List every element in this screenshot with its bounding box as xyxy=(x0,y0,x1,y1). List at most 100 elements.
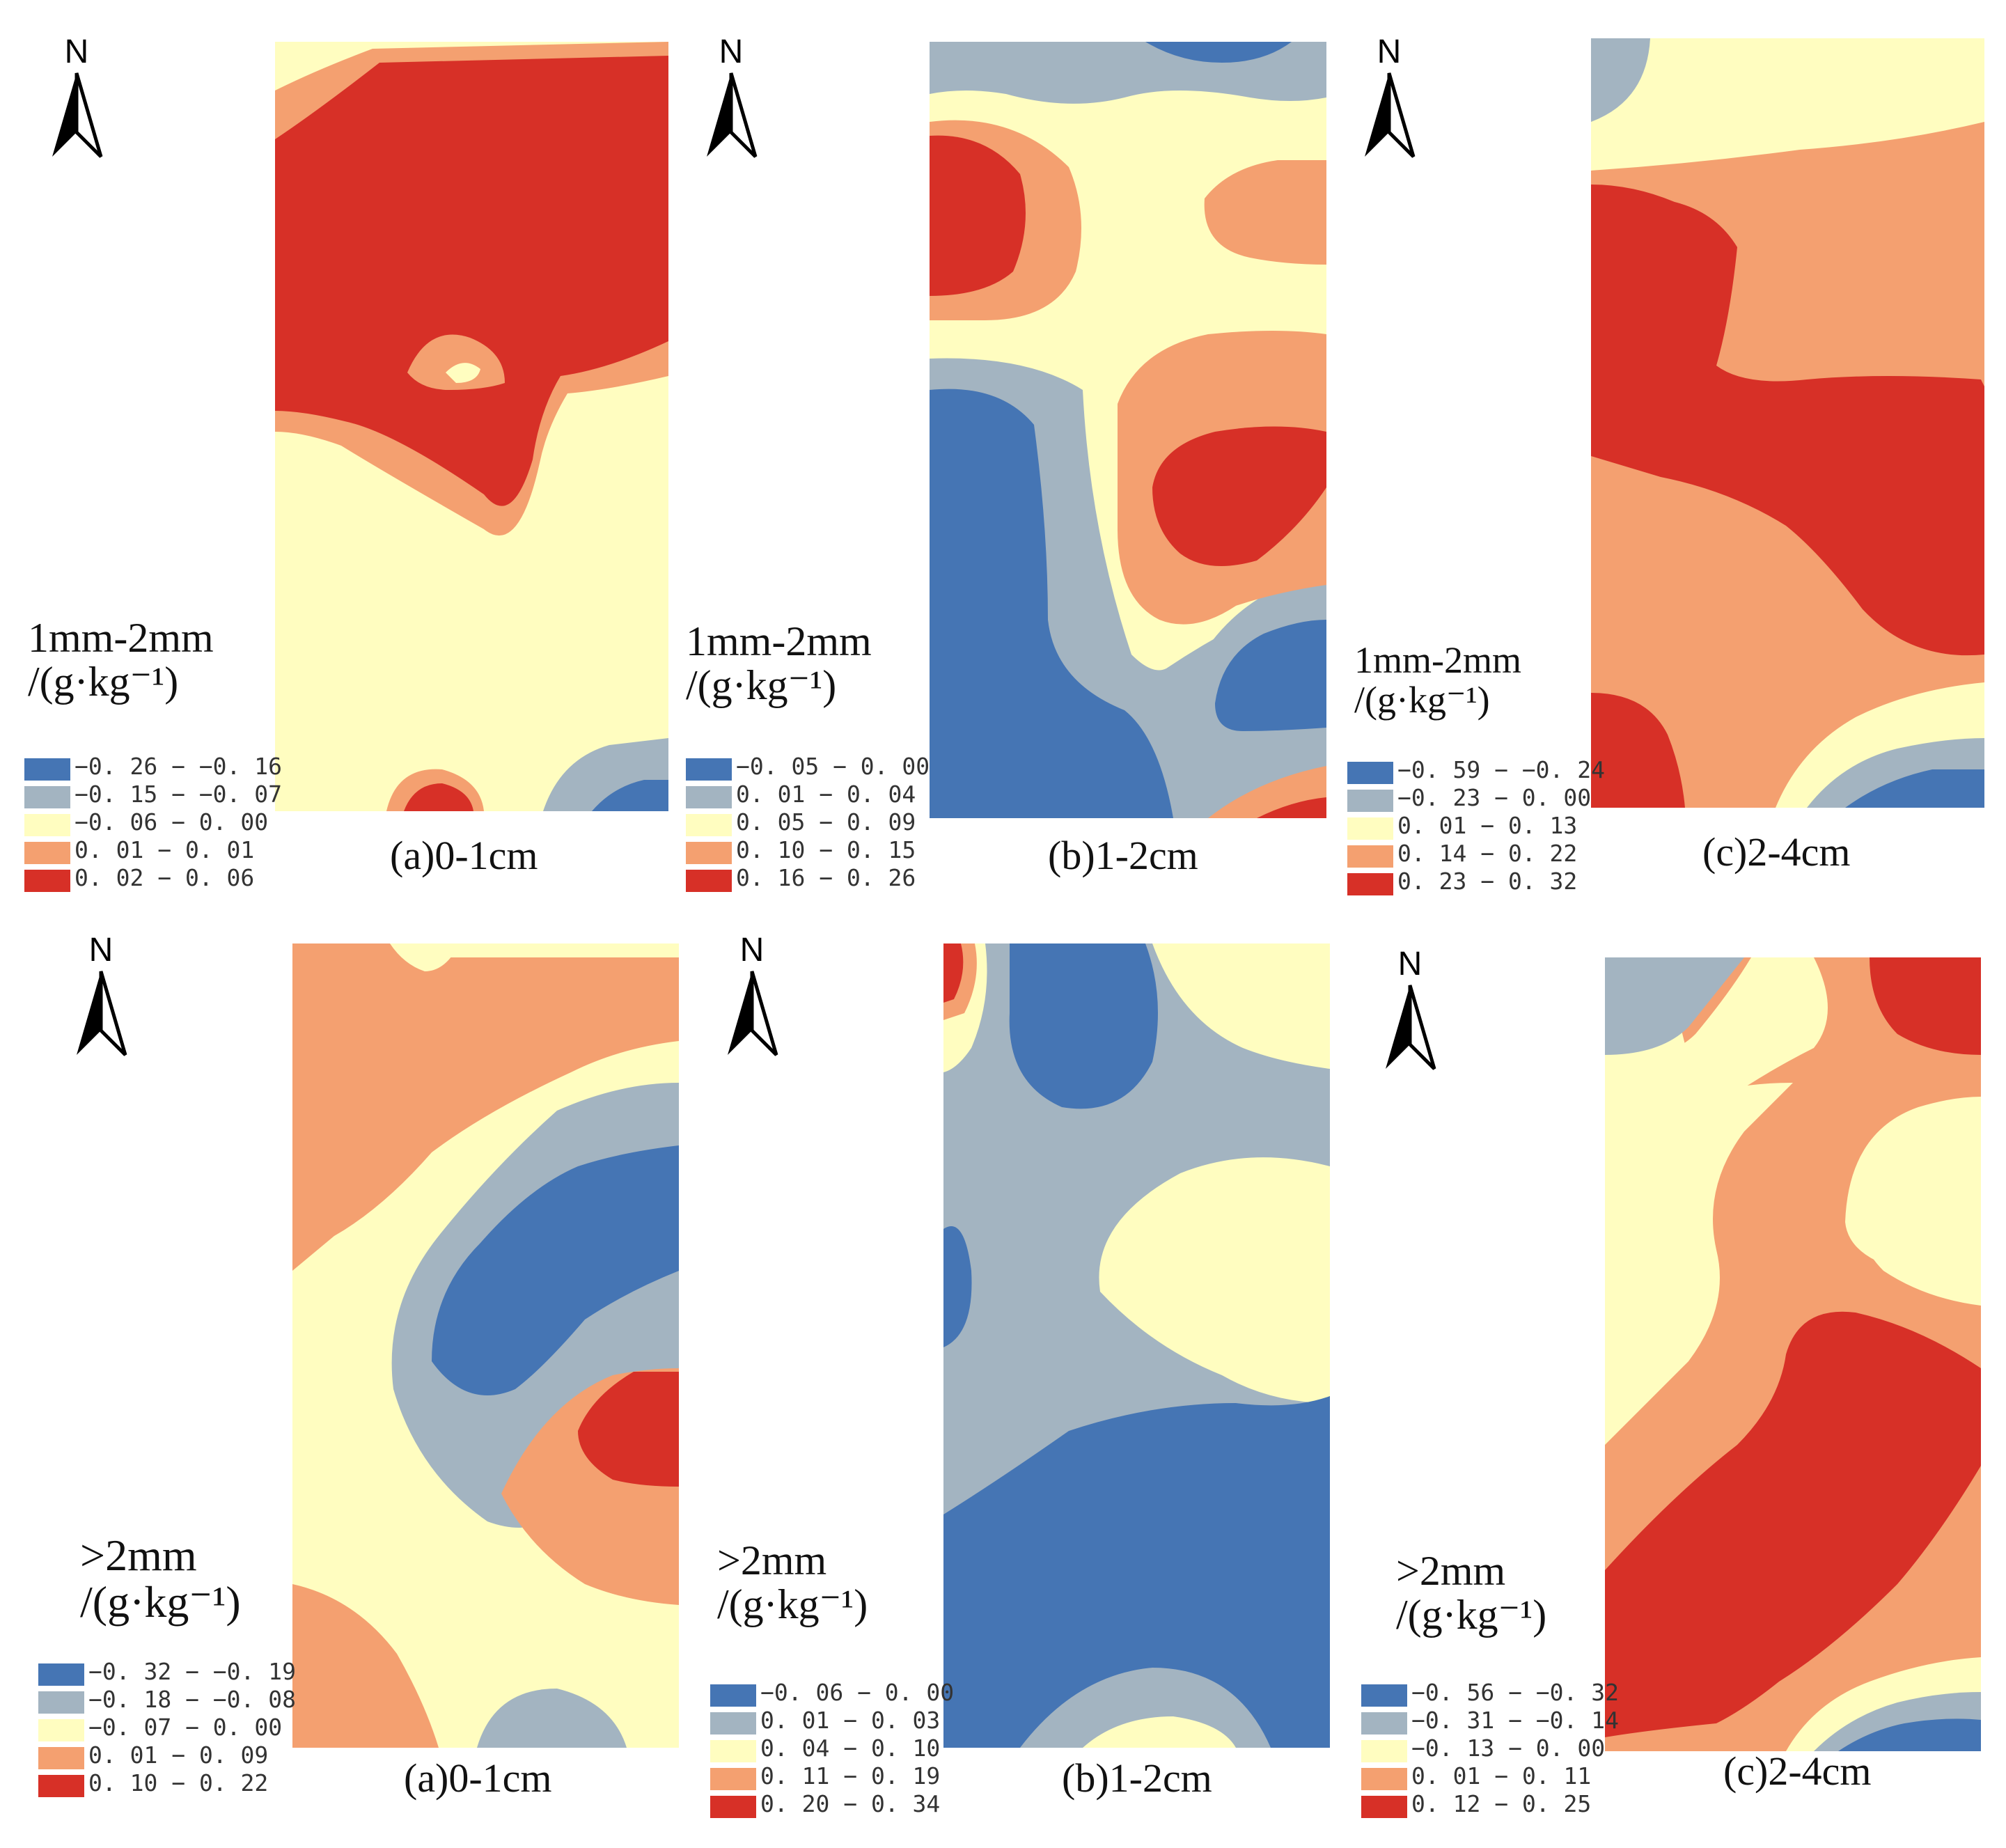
north-label: N xyxy=(1377,33,1402,70)
legend-label: −0. 18 − −0. 08 xyxy=(88,1686,297,1713)
contour-map xyxy=(275,42,668,811)
panel-1mm-2mm-2-4cm: N 1mm-2mm /(g·kg⁻¹) −0. 59 − −0. 24 −0. 2… xyxy=(1340,28,1991,905)
north-arrow: N xyxy=(696,28,766,167)
north-arrow: N xyxy=(717,926,787,1065)
legend-label: −0. 13 − 0. 00 xyxy=(1411,1735,1606,1762)
legend-swatch xyxy=(1347,845,1393,868)
legend-label: 0. 10 − 0. 22 xyxy=(88,1769,269,1796)
panel-title: (c)2-4cm xyxy=(1702,829,1851,875)
unit-label: >2mm /(g·kg⁻¹) xyxy=(1396,1549,1546,1637)
unit-line-2: /(g·kg⁻¹) xyxy=(717,1581,868,1627)
legend-label: −0. 31 − −0. 14 xyxy=(1411,1707,1620,1734)
unit-line-1: >2mm xyxy=(717,1537,827,1583)
contour-map xyxy=(930,42,1326,818)
legend-swatch xyxy=(710,1740,756,1762)
legend-swatch xyxy=(1361,1796,1407,1818)
panel-title: (a)0-1cm xyxy=(390,833,538,878)
contour-map xyxy=(1605,957,1981,1751)
unit-line-1: 1mm-2mm xyxy=(28,615,214,661)
legend-swatch xyxy=(1347,790,1393,812)
unit-label: 1mm-2mm /(g·kg⁻¹) xyxy=(1354,641,1521,719)
north-arrow: N xyxy=(42,28,111,167)
contour-map xyxy=(1591,38,1984,808)
legend-swatch xyxy=(710,1712,756,1735)
legend-swatch xyxy=(38,1747,84,1769)
legend-label: −0. 07 − 0. 00 xyxy=(88,1714,283,1741)
unit-label: >2mm /(g·kg⁻¹) xyxy=(717,1539,868,1627)
legend-label: 0. 05 − 0. 09 xyxy=(736,808,916,836)
north-arrow: N xyxy=(1354,28,1424,167)
legend-swatch xyxy=(686,870,732,892)
legend-swatch xyxy=(38,1663,84,1686)
panel-title: (b)1-2cm xyxy=(1062,1755,1212,1801)
legend-swatch xyxy=(24,870,70,892)
unit-label: 1mm-2mm /(g·kg⁻¹) xyxy=(686,620,872,707)
unit-label: 1mm-2mm /(g·kg⁻¹) xyxy=(28,616,214,704)
legend-label: 0. 01 − 0. 01 xyxy=(75,836,255,863)
unit-line-1: 1mm-2mm xyxy=(1354,639,1521,681)
panel-title: (a)0-1cm xyxy=(404,1755,552,1801)
north-arrow: N xyxy=(1375,940,1445,1079)
north-label: N xyxy=(89,932,113,969)
legend-label: −0. 23 − 0. 00 xyxy=(1397,784,1592,811)
panel-gt2mm-1-2cm: N >2mm /(g·kg⁻¹) −0. 06 − 0. 00 0. 01 − 0… xyxy=(703,926,1337,1831)
legend-swatch xyxy=(686,758,732,781)
contour-map xyxy=(292,943,679,1748)
unit-line-2: /(g·kg⁻¹) xyxy=(1354,678,1490,721)
panel-gt2mm-0-1cm: N >2mm /(g·kg⁻¹) −0. 32 − −0. 19 −0. 18 −… xyxy=(38,926,679,1824)
legend-swatch xyxy=(24,758,70,781)
legend-label: 0. 11 − 0. 19 xyxy=(760,1762,941,1790)
panel-title: (c)2-4cm xyxy=(1723,1748,1872,1794)
legend-label: −0. 06 − 0. 00 xyxy=(760,1679,955,1706)
legend-swatch xyxy=(1361,1740,1407,1762)
legend-label: 0. 10 − 0. 15 xyxy=(736,836,916,863)
legend-swatch xyxy=(710,1796,756,1818)
legend-swatch xyxy=(686,814,732,836)
legend-swatch xyxy=(1361,1768,1407,1790)
unit-line-2: /(g·kg⁻¹) xyxy=(28,659,179,705)
unit-label: >2mm /(g·kg⁻¹) xyxy=(80,1530,241,1626)
legend-label: 0. 01 − 0. 09 xyxy=(88,1741,269,1769)
north-label: N xyxy=(740,932,765,969)
legend-label: 0. 23 − 0. 32 xyxy=(1397,868,1578,895)
legend-swatch xyxy=(24,842,70,864)
contour-map xyxy=(943,943,1330,1748)
legend-swatch xyxy=(1361,1684,1407,1707)
legend-label: −0. 15 − −0. 07 xyxy=(75,781,283,808)
legend-swatch xyxy=(1347,873,1393,895)
legend-swatch xyxy=(1361,1712,1407,1735)
legend-label: 0. 14 − 0. 22 xyxy=(1397,840,1578,867)
legend-label: −0. 59 − −0. 24 xyxy=(1397,756,1606,783)
unit-line-2: /(g·kg⁻¹) xyxy=(1396,1592,1547,1638)
legend-label: −0. 32 − −0. 19 xyxy=(88,1658,297,1685)
legend-swatch xyxy=(1347,817,1393,840)
legend-swatch xyxy=(686,842,732,864)
legend-label: −0. 06 − 0. 00 xyxy=(75,808,269,836)
legend-label: 0. 02 − 0. 06 xyxy=(75,864,255,891)
legend-swatch xyxy=(1347,762,1393,784)
north-arrow: N xyxy=(66,926,136,1065)
legend-label: −0. 26 − −0. 16 xyxy=(75,753,283,780)
legend-label: −0. 56 − −0. 32 xyxy=(1411,1679,1620,1706)
unit-line-1: >2mm xyxy=(80,1530,197,1580)
legend-swatch xyxy=(24,786,70,808)
legend-swatch xyxy=(38,1719,84,1741)
panel-1mm-2mm-0-1cm: N 1mm-2mm /(g·kg⁻¹) −0. 26 − −0. 16 −0. 1… xyxy=(21,28,675,905)
legend-swatch xyxy=(38,1775,84,1797)
legend-label: 0. 12 − 0. 25 xyxy=(1411,1790,1592,1817)
panel-gt2mm-2-4cm: N >2mm /(g·kg⁻¹) −0. 56 − −0. 32 −0. 31 −… xyxy=(1361,940,1991,1838)
legend-swatch xyxy=(710,1684,756,1707)
legend-swatch xyxy=(686,786,732,808)
legend-label: 0. 01 − 0. 04 xyxy=(736,781,916,808)
legend-label: 0. 01 − 0. 13 xyxy=(1397,812,1578,839)
legend-label: 0. 04 − 0. 10 xyxy=(760,1735,941,1762)
legend-swatch xyxy=(38,1691,84,1714)
legend-label: −0. 05 − 0. 00 xyxy=(736,753,930,780)
legend-label: 0. 16 − 0. 26 xyxy=(736,864,916,891)
north-label: N xyxy=(65,33,89,70)
panel-title: (b)1-2cm xyxy=(1048,833,1198,878)
legend-label: 0. 01 − 0. 11 xyxy=(1411,1762,1592,1790)
unit-line-2: /(g·kg⁻¹) xyxy=(686,662,837,708)
legend-swatch xyxy=(24,814,70,836)
legend-swatch xyxy=(710,1768,756,1790)
